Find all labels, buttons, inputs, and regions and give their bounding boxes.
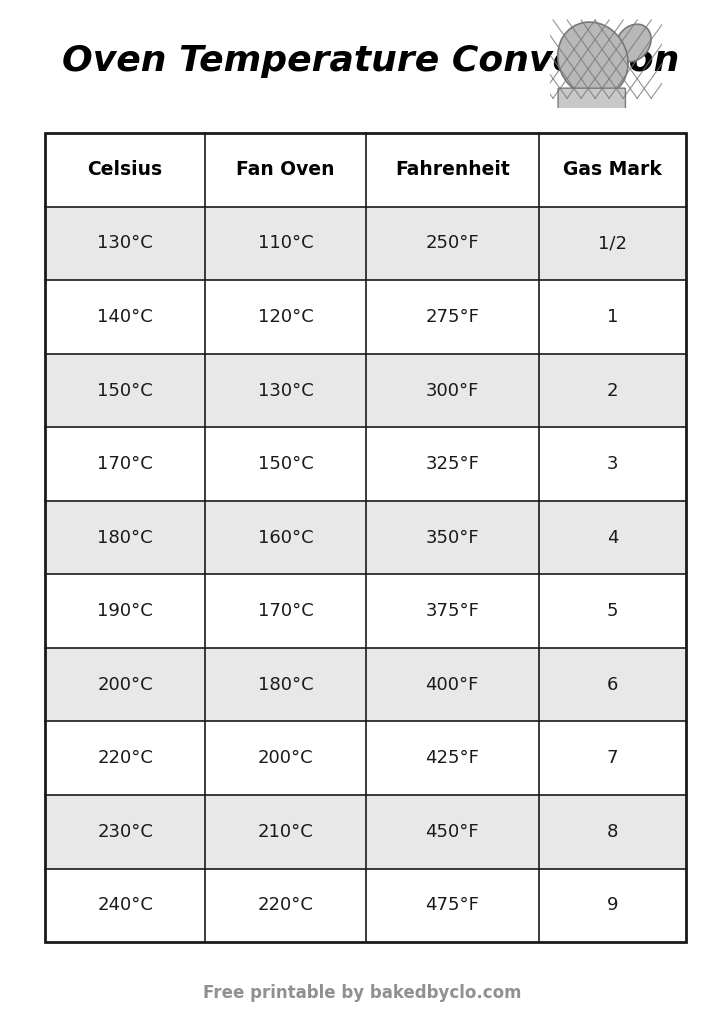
Bar [206, 281, 366, 353]
Text: 6: 6 [607, 676, 618, 693]
Bar [206, 795, 366, 868]
Ellipse shape [615, 25, 651, 61]
Bar [206, 501, 366, 574]
Text: 3: 3 [607, 455, 618, 473]
Bar [45, 353, 206, 427]
Bar [539, 574, 686, 648]
Text: 210°C: 210°C [258, 822, 313, 841]
Bar [539, 427, 686, 501]
Text: 120°C: 120°C [258, 308, 313, 326]
Bar [45, 868, 206, 942]
Text: 170°C: 170°C [97, 455, 153, 473]
Text: 130°C: 130°C [258, 382, 313, 399]
Bar [206, 868, 366, 942]
Bar [45, 427, 206, 501]
Bar [366, 574, 539, 648]
Bar [45, 795, 206, 868]
Bar [366, 133, 539, 207]
Text: 130°C: 130°C [97, 234, 153, 253]
Bar [366, 427, 539, 501]
Text: Free printable by bakedbyclo.com: Free printable by bakedbyclo.com [203, 984, 521, 1002]
Bar [206, 133, 366, 207]
Bar [45, 722, 206, 795]
Bar [45, 133, 686, 942]
Text: 220°C: 220°C [258, 896, 313, 914]
Bar [539, 795, 686, 868]
Text: 8: 8 [607, 822, 618, 841]
Bar [206, 648, 366, 722]
Bar [539, 281, 686, 353]
Bar [366, 353, 539, 427]
Bar [539, 648, 686, 722]
Bar [45, 281, 206, 353]
Bar [539, 353, 686, 427]
Text: Fan Oven: Fan Oven [236, 161, 334, 179]
Bar [366, 281, 539, 353]
Text: 5: 5 [607, 602, 618, 621]
Text: 325°F: 325°F [425, 455, 479, 473]
Text: 425°F: 425°F [425, 750, 479, 767]
Bar [45, 207, 206, 281]
Bar [366, 207, 539, 281]
Text: 400°F: 400°F [426, 676, 479, 693]
Ellipse shape [557, 23, 628, 97]
Bar [206, 207, 366, 281]
Text: 450°F: 450°F [426, 822, 479, 841]
Text: 375°F: 375°F [425, 602, 479, 621]
Bar [45, 648, 206, 722]
Text: 230°C: 230°C [97, 822, 153, 841]
Text: 150°C: 150°C [97, 382, 153, 399]
Bar [366, 501, 539, 574]
Text: 150°C: 150°C [258, 455, 313, 473]
Bar [539, 722, 686, 795]
Bar [206, 427, 366, 501]
Bar [539, 868, 686, 942]
Bar [539, 501, 686, 574]
Text: Oven Temperature Conversion: Oven Temperature Conversion [62, 44, 679, 79]
FancyBboxPatch shape [558, 88, 626, 111]
Text: 190°C: 190°C [97, 602, 153, 621]
Text: 250°F: 250°F [426, 234, 479, 253]
Bar [206, 722, 366, 795]
Bar [366, 868, 539, 942]
Text: 475°F: 475°F [425, 896, 479, 914]
Bar [45, 501, 206, 574]
Text: 110°C: 110°C [258, 234, 313, 253]
Text: 180°C: 180°C [97, 528, 153, 547]
Text: 275°F: 275°F [425, 308, 479, 326]
Text: 160°C: 160°C [258, 528, 313, 547]
Bar [45, 574, 206, 648]
Text: 2: 2 [607, 382, 618, 399]
Bar [539, 207, 686, 281]
Text: 300°F: 300°F [426, 382, 479, 399]
Bar [366, 795, 539, 868]
Bar [206, 574, 366, 648]
Text: Celsius: Celsius [88, 161, 163, 179]
Bar [45, 133, 206, 207]
Text: 140°C: 140°C [97, 308, 153, 326]
Text: 240°C: 240°C [97, 896, 153, 914]
Text: 4: 4 [607, 528, 618, 547]
Bar [206, 353, 366, 427]
Text: 350°F: 350°F [426, 528, 479, 547]
Text: 7: 7 [607, 750, 618, 767]
Text: Fahrenheit: Fahrenheit [395, 161, 510, 179]
Text: 180°C: 180°C [258, 676, 313, 693]
Text: 1/2: 1/2 [598, 234, 627, 253]
Bar [539, 133, 686, 207]
Text: 220°C: 220°C [97, 750, 153, 767]
Text: 170°C: 170°C [258, 602, 313, 621]
Bar [366, 722, 539, 795]
Text: 9: 9 [607, 896, 618, 914]
Text: 1: 1 [607, 308, 618, 326]
Text: 200°C: 200°C [258, 750, 313, 767]
Bar [366, 648, 539, 722]
Text: 200°C: 200°C [97, 676, 153, 693]
Text: Gas Mark: Gas Mark [563, 161, 662, 179]
